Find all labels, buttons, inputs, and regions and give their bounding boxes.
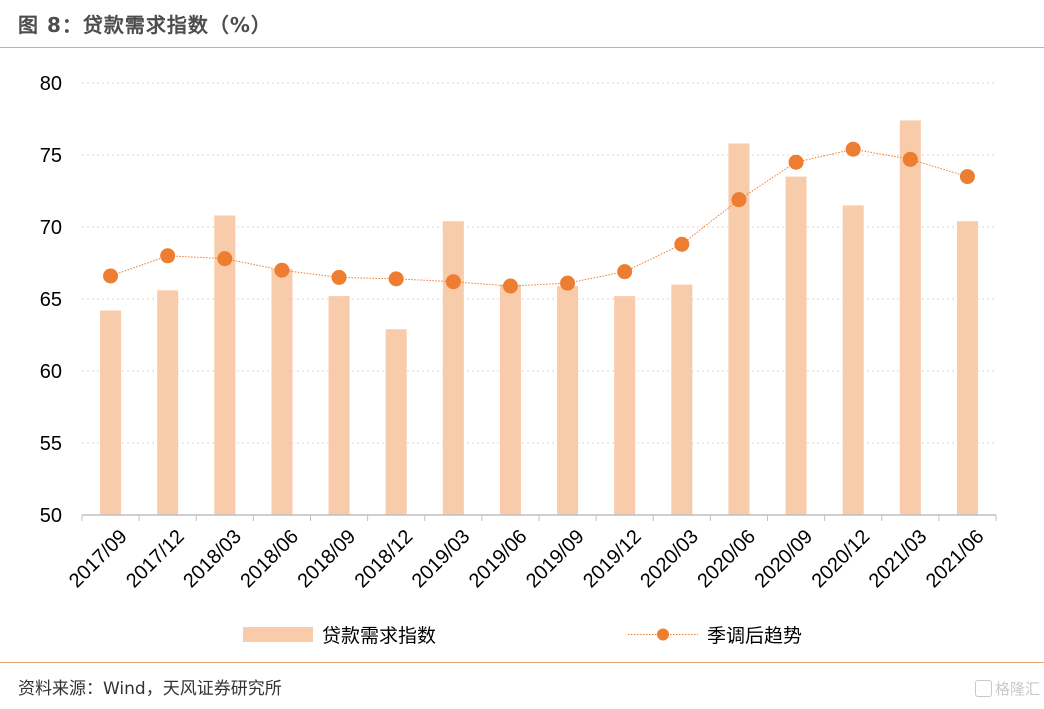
bar-2019/12 — [614, 296, 636, 515]
watermark-logo-icon — [974, 680, 992, 697]
x-tick-label: 2018/09 — [294, 526, 361, 593]
trend-point-2021/03 — [902, 151, 918, 167]
y-tick-label: 65 — [40, 289, 62, 311]
x-tick-label: 2020/09 — [751, 526, 818, 593]
axes — [81, 514, 997, 521]
x-tick-label: 2019/12 — [579, 526, 646, 593]
bar-2017/09 — [100, 310, 122, 515]
bar-2019/06 — [499, 284, 521, 515]
x-tick-label: 2018/06 — [236, 526, 303, 593]
legend-line-label: 季调后趋势 — [707, 625, 802, 647]
x-tick-label: 2019/03 — [408, 526, 475, 593]
y-tick-label: 70 — [40, 217, 62, 239]
legend-line-marker — [657, 628, 669, 641]
x-tick-label: 2018/12 — [351, 526, 418, 593]
trend-point-2018/06 — [274, 262, 290, 278]
trend-point-2020/06 — [731, 192, 747, 208]
bar-2020/06 — [728, 143, 750, 516]
bar-2020/09 — [785, 176, 807, 515]
trend-point-2017/12 — [160, 248, 176, 264]
header-divider — [0, 47, 1044, 48]
x-axis-ticks: 2017/092017/122018/032018/062018/092018/… — [65, 526, 989, 593]
bar-2019/09 — [557, 286, 579, 515]
y-tick-label: 80 — [40, 73, 62, 95]
bar-2017/12 — [157, 290, 179, 515]
trend-point-2018/09 — [331, 269, 347, 285]
x-tick-label: 2017/12 — [122, 526, 189, 593]
x-tick-label: 2017/09 — [65, 526, 132, 593]
bar-2018/03 — [214, 215, 236, 516]
bar-series — [100, 120, 978, 516]
bar-2018/12 — [385, 329, 407, 515]
source-note: 资料来源：Wind，天风证券研究所 — [18, 679, 282, 699]
trend-point-2019/06 — [502, 278, 518, 294]
x-tick-label: 2020/06 — [693, 526, 760, 593]
watermark: 格隆汇 — [974, 678, 1040, 699]
trend-point-2020/12 — [845, 141, 861, 157]
chart-title: 图 8：贷款需求指数（%） — [18, 13, 272, 37]
trend-point-2020/09 — [788, 154, 804, 170]
bar-2020/03 — [671, 284, 693, 515]
y-tick-label: 60 — [40, 361, 62, 383]
trend-point-2020/03 — [674, 236, 690, 252]
x-tick-label: 2021/03 — [865, 526, 932, 593]
bar-2020/12 — [842, 205, 864, 515]
watermark-text: 格隆汇 — [994, 680, 1040, 698]
legend-bar-label: 贷款需求指数 — [322, 625, 436, 647]
bar-2018/09 — [328, 296, 350, 515]
x-tick-label: 2019/09 — [522, 526, 589, 593]
trend-point-2017/09 — [103, 268, 119, 284]
y-tick-label: 50 — [40, 505, 62, 527]
bar-2021/06 — [956, 221, 978, 516]
trend-point-2019/03 — [445, 274, 461, 290]
trend-point-2018/12 — [388, 271, 404, 287]
legend: 贷款需求指数 季调后趋势 — [243, 625, 802, 647]
y-tick-label: 75 — [40, 145, 62, 167]
footer-divider — [0, 662, 1044, 663]
y-tick-label: 55 — [40, 433, 62, 455]
y-axis-ticks: 80 75 70 65 60 55 50 — [40, 73, 62, 527]
x-tick-label: 2018/03 — [179, 526, 246, 593]
bar-2018/06 — [271, 268, 293, 515]
trend-point-2019/09 — [560, 275, 576, 291]
trend-line — [110, 148, 968, 287]
trend-series — [103, 141, 975, 294]
legend-bar-swatch — [243, 627, 313, 642]
trend-point-2021/06 — [959, 169, 975, 185]
x-tick-label: 2019/06 — [465, 526, 532, 593]
x-tick-label: 2021/06 — [922, 526, 989, 593]
bar-2019/03 — [442, 221, 464, 516]
trend-point-2019/12 — [617, 264, 633, 280]
x-tick-label: 2020/12 — [808, 526, 875, 593]
trend-point-2018/03 — [217, 251, 233, 267]
x-tick-label: 2020/03 — [636, 526, 703, 593]
bar-2021/03 — [899, 120, 921, 515]
